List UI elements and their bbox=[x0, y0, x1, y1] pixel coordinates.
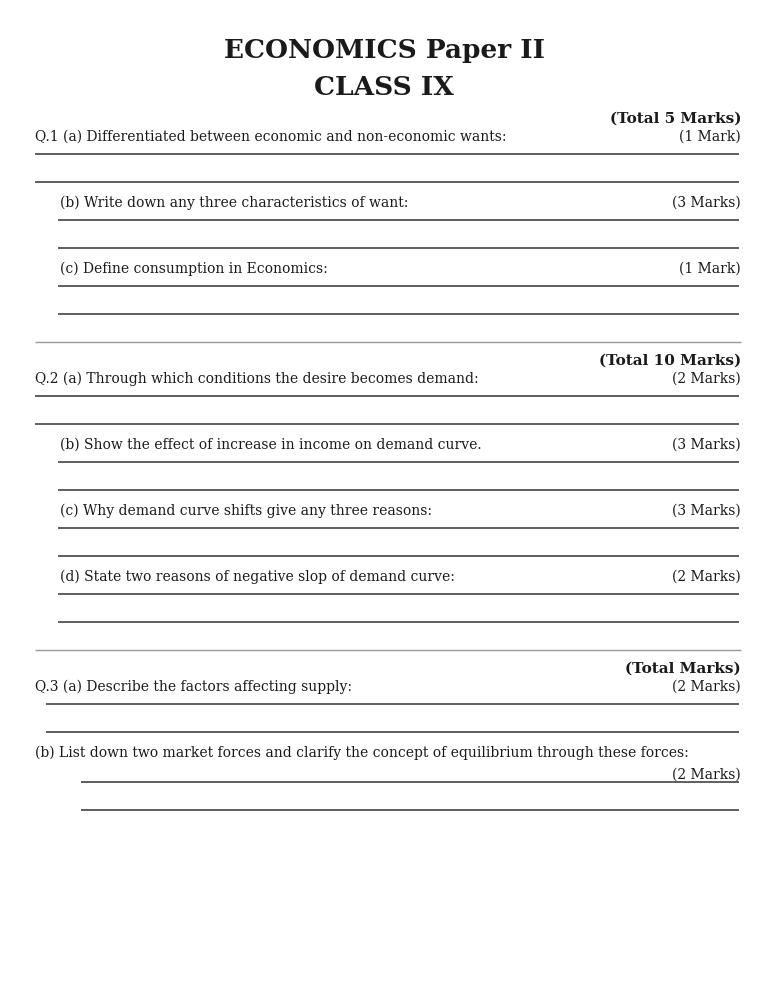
Text: (2 Marks): (2 Marks) bbox=[672, 680, 741, 694]
Text: (c) Why demand curve shifts give any three reasons:: (c) Why demand curve shifts give any thr… bbox=[60, 504, 432, 519]
Text: (Total 5 Marks): (Total 5 Marks) bbox=[610, 112, 741, 126]
Text: (b) List down two market forces and clarify the concept of equilibrium through t: (b) List down two market forces and clar… bbox=[35, 746, 688, 760]
Text: (Total Marks): (Total Marks) bbox=[625, 662, 741, 676]
Text: (2 Marks): (2 Marks) bbox=[672, 570, 741, 584]
Text: CLASS IX: CLASS IX bbox=[314, 75, 454, 100]
Text: (2 Marks): (2 Marks) bbox=[672, 372, 741, 386]
Text: (3 Marks): (3 Marks) bbox=[672, 196, 741, 210]
Text: (Total 10 Marks): (Total 10 Marks) bbox=[599, 354, 741, 368]
Text: (3 Marks): (3 Marks) bbox=[672, 504, 741, 518]
Text: (d) State two reasons of negative slop of demand curve:: (d) State two reasons of negative slop o… bbox=[60, 570, 455, 584]
Text: (c) Define consumption in Economics:: (c) Define consumption in Economics: bbox=[60, 262, 327, 276]
Text: Q.1 (a) Differentiated between economic and non-economic wants:: Q.1 (a) Differentiated between economic … bbox=[35, 130, 506, 144]
Text: Q.2 (a) Through which conditions the desire becomes demand:: Q.2 (a) Through which conditions the des… bbox=[35, 372, 478, 387]
Text: Q.3 (a) Describe the factors affecting supply:: Q.3 (a) Describe the factors affecting s… bbox=[35, 680, 352, 695]
Text: (3 Marks): (3 Marks) bbox=[672, 438, 741, 452]
Text: ECONOMICS Paper II: ECONOMICS Paper II bbox=[223, 38, 545, 63]
Text: (b) Write down any three characteristics of want:: (b) Write down any three characteristics… bbox=[60, 196, 408, 211]
Text: (1 Mark): (1 Mark) bbox=[680, 130, 741, 144]
Text: (b) Show the effect of increase in income on demand curve.: (b) Show the effect of increase in incom… bbox=[60, 438, 482, 452]
Text: (1 Mark): (1 Mark) bbox=[680, 262, 741, 276]
Text: (2 Marks): (2 Marks) bbox=[672, 768, 741, 782]
